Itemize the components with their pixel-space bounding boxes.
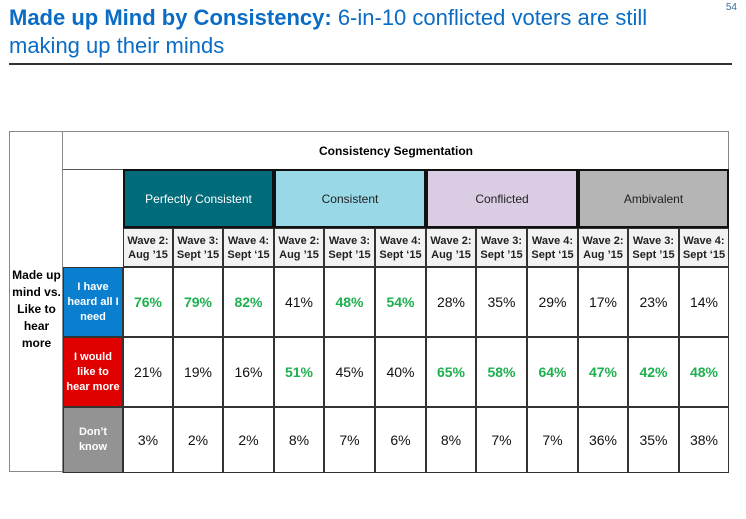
data-cell: 7% xyxy=(476,407,527,473)
data-cell: 8% xyxy=(426,407,476,473)
wave-header: Wave 4: Sept ‘15 xyxy=(375,228,426,267)
data-cell: 21% xyxy=(123,337,173,407)
super-header-blank-row xyxy=(63,169,123,267)
title-rule xyxy=(9,63,732,65)
data-cell: 64% xyxy=(527,337,578,407)
data-cell: 79% xyxy=(173,267,223,337)
data-cell: 36% xyxy=(578,407,628,473)
wave-date: Aug ’15 xyxy=(583,248,623,261)
wave-label: Wave 2: xyxy=(582,234,624,247)
data-cell: 28% xyxy=(426,267,476,337)
wave-date: Aug ’15 xyxy=(128,248,168,261)
data-cell: 82% xyxy=(223,267,274,337)
segment-header-consistent: Consistent xyxy=(274,169,426,228)
data-cell: 2% xyxy=(223,407,274,473)
wave-date: Aug ’15 xyxy=(431,248,471,261)
wave-label: Wave 4: xyxy=(531,234,574,247)
wave-header: Wave 3: Sept ’15 xyxy=(173,228,223,267)
data-cell: 38% xyxy=(679,407,729,473)
data-cell: 8% xyxy=(274,407,324,473)
wave-date: Aug ’15 xyxy=(279,248,319,261)
data-cell: 2% xyxy=(173,407,223,473)
wave-label: Wave 2: xyxy=(278,234,320,247)
wave-header: Wave 2: Aug ’15 xyxy=(274,228,324,267)
super-header: Consistency Segmentation xyxy=(318,143,474,158)
wave-date: Sept ’15 xyxy=(176,248,220,261)
data-cell: 19% xyxy=(173,337,223,407)
wave-date: Sept ‘15 xyxy=(531,248,574,261)
data-cell: 7% xyxy=(324,407,375,473)
wave-label: Wave 3: xyxy=(328,234,371,247)
data-cell: 17% xyxy=(578,267,628,337)
data-cell: 3% xyxy=(123,407,173,473)
wave-date: Sept ’15 xyxy=(328,248,371,261)
row-label: Don’t know xyxy=(63,407,123,473)
wave-header: Wave 2: Aug ’15 xyxy=(578,228,628,267)
side-column xyxy=(10,132,63,473)
data-cell: 6% xyxy=(375,407,426,473)
data-cell: 58% xyxy=(476,337,527,407)
wave-label: Wave 3: xyxy=(480,234,523,247)
wave-date: Sept ’15 xyxy=(480,248,523,261)
wave-header: Wave 2: Aug ’15 xyxy=(426,228,476,267)
row-label: I have heard all I need xyxy=(63,267,123,337)
wave-header: Wave 3: Sept ’15 xyxy=(476,228,527,267)
segment-header-perfectly-consistent: Perfectly Consistent xyxy=(123,169,274,228)
data-cell: 35% xyxy=(476,267,527,337)
data-cell: 23% xyxy=(628,267,679,337)
wave-date: Sept ‘15 xyxy=(682,248,726,261)
wave-header: Wave 2: Aug ’15 xyxy=(123,228,173,267)
wave-label: Wave 3: xyxy=(632,234,675,247)
wave-header: Wave 4: Sept ‘15 xyxy=(223,228,274,267)
data-cell: 45% xyxy=(324,337,375,407)
segment-header-ambivalent: Ambivalent xyxy=(578,169,729,228)
wave-label: Wave 4: xyxy=(683,234,725,247)
data-cell: 14% xyxy=(679,267,729,337)
side-label: Made up mind vs. Like to hear more xyxy=(12,268,61,350)
wave-label: Wave 2: xyxy=(127,234,169,247)
data-cell: 54% xyxy=(375,267,426,337)
data-cell: 35% xyxy=(628,407,679,473)
wave-label: Wave 2: xyxy=(430,234,472,247)
data-cell: 48% xyxy=(324,267,375,337)
wave-label: Wave 3: xyxy=(177,234,219,247)
data-cell: 7% xyxy=(527,407,578,473)
data-cell: 47% xyxy=(578,337,628,407)
slide-title-rest: 6-in-10 conflicted voters are still maki… xyxy=(9,5,648,58)
wave-header: Wave 4: Sept ‘15 xyxy=(527,228,578,267)
row-label: I would like to hear more xyxy=(63,337,123,407)
wave-header: Wave 4: Sept ‘15 xyxy=(679,228,729,267)
data-cell: 65% xyxy=(426,337,476,407)
consistency-table: Consistency Segmentation Perfectly Consis… xyxy=(9,131,729,473)
slide-title: Made up Mind by Consistency: 6-in-10 con… xyxy=(9,4,709,60)
data-cell: 41% xyxy=(274,267,324,337)
page-number: 54 xyxy=(725,2,737,13)
wave-header: Wave 3: Sept ’15 xyxy=(628,228,679,267)
data-cell: 42% xyxy=(628,337,679,407)
data-cell: 51% xyxy=(274,337,324,407)
data-cell: 48% xyxy=(679,337,729,407)
wave-date: Sept ‘15 xyxy=(227,248,270,261)
slide-title-bold: Made up Mind by Consistency: xyxy=(9,5,332,30)
wave-date: Sept ’15 xyxy=(632,248,675,261)
wave-date: Sept ‘15 xyxy=(379,248,422,261)
data-cell: 40% xyxy=(375,337,426,407)
wave-label: Wave 4: xyxy=(227,234,270,247)
segment-header-conflicted: Conflicted xyxy=(426,169,578,228)
data-cell: 29% xyxy=(527,267,578,337)
wave-header: Wave 3: Sept ’15 xyxy=(324,228,375,267)
wave-label: Wave 4: xyxy=(379,234,422,247)
data-cell: 76% xyxy=(123,267,173,337)
data-cell: 16% xyxy=(223,337,274,407)
